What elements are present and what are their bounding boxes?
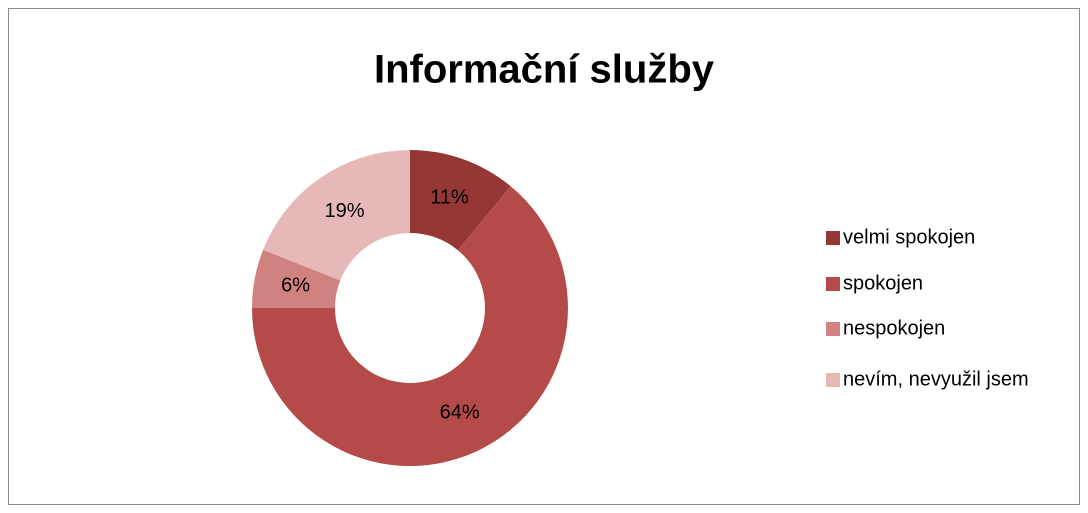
- data-label: 11%: [430, 187, 469, 209]
- slice: [252, 249, 341, 308]
- slice: [410, 150, 511, 251]
- legend-swatch: [826, 277, 840, 291]
- legend-label: nespokojen: [843, 317, 945, 339]
- chart-title: Informační služby: [374, 48, 715, 92]
- legend-swatch: [826, 373, 840, 387]
- data-label: 6%: [281, 274, 310, 296]
- legend-label: spokojen: [843, 272, 923, 294]
- legend-label: nevím, nevyužil jsem: [843, 368, 1029, 390]
- data-label: 64%: [440, 402, 480, 424]
- legend-swatch: [826, 231, 840, 245]
- slice: [263, 150, 410, 281]
- legend-label: velmi spokojen: [843, 226, 975, 248]
- slice: [252, 186, 568, 466]
- legend-swatch: [826, 322, 840, 336]
- data-label: 19%: [325, 200, 365, 222]
